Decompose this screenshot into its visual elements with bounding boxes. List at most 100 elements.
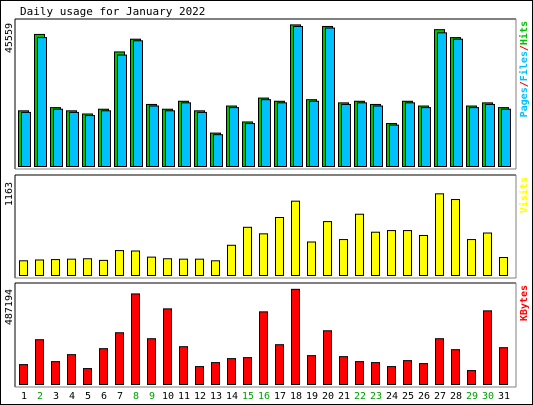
day-label: 16 bbox=[258, 391, 270, 402]
bar-kbytes bbox=[211, 362, 220, 385]
legend-entry: Hits bbox=[518, 21, 530, 45]
day-label: 5 bbox=[85, 391, 91, 402]
bar-files bbox=[85, 115, 95, 167]
bar-visits bbox=[131, 250, 140, 277]
bar-kbytes bbox=[307, 355, 316, 385]
bar-files bbox=[37, 37, 47, 167]
day-label: 1 bbox=[21, 391, 27, 402]
bar-files bbox=[453, 38, 463, 167]
bar-files bbox=[357, 102, 367, 167]
bar-files bbox=[69, 111, 79, 167]
bar-files bbox=[21, 111, 31, 167]
bar-visits bbox=[99, 259, 108, 276]
day-label: 2 bbox=[37, 391, 43, 402]
legend-entry: / bbox=[519, 45, 530, 51]
bar-visits bbox=[419, 234, 428, 276]
bar-kbytes bbox=[227, 358, 236, 386]
bar-visits bbox=[211, 260, 220, 277]
bar-kbytes bbox=[499, 347, 508, 386]
bar-files bbox=[469, 107, 479, 168]
bar-kbytes bbox=[435, 338, 444, 385]
day-label: 12 bbox=[194, 391, 206, 402]
day-labels: 1 2 3 4 5 6 7 8 9 10 11 12 13 14 15 16 17 18 19 20 21 22 23 24 2… bbox=[21, 391, 510, 402]
bar-kbytes bbox=[403, 360, 412, 386]
day-label: 8 bbox=[133, 391, 139, 402]
legend-entry: Files bbox=[518, 51, 530, 81]
bar-visits bbox=[195, 258, 204, 276]
bar-visits bbox=[467, 239, 476, 277]
day-label: 14 bbox=[226, 391, 238, 402]
panel-3: 487194 KBytes bbox=[4, 282, 530, 388]
bar-files bbox=[277, 102, 287, 167]
day-label: 19 bbox=[306, 391, 318, 402]
day-label: 21 bbox=[338, 391, 350, 402]
bar-files bbox=[229, 107, 239, 168]
bar-visits bbox=[403, 230, 412, 277]
bar-visits bbox=[243, 226, 252, 277]
legend: KBytes bbox=[519, 285, 530, 321]
bar-visits bbox=[275, 217, 284, 276]
bar-visits bbox=[163, 258, 172, 277]
bar-files bbox=[149, 105, 159, 167]
legend-entry: Visits bbox=[518, 177, 530, 213]
bar-kbytes bbox=[483, 310, 492, 386]
day-label: 26 bbox=[418, 391, 430, 402]
bar-files bbox=[197, 111, 207, 167]
bar-files bbox=[101, 110, 111, 168]
bar-files bbox=[181, 102, 191, 167]
day-label: 9 bbox=[149, 391, 155, 402]
panel-2: 1163 Visits bbox=[4, 174, 530, 279]
bar-visits bbox=[83, 258, 92, 277]
bar-files bbox=[245, 123, 255, 167]
day-label: 10 bbox=[162, 391, 174, 402]
bar-files bbox=[485, 103, 495, 168]
day-label: 29 bbox=[466, 391, 478, 402]
bar-files bbox=[405, 102, 415, 167]
bar-kbytes bbox=[291, 288, 300, 385]
bar-visits bbox=[259, 233, 268, 276]
day-label: 22 bbox=[354, 391, 366, 402]
day-label: 3 bbox=[53, 391, 59, 402]
bar-kbytes bbox=[467, 370, 476, 386]
day-label: 17 bbox=[274, 391, 286, 402]
bar-files bbox=[165, 110, 175, 168]
day-label: 4 bbox=[69, 391, 75, 402]
bar-kbytes bbox=[259, 311, 268, 385]
day-label: 23 bbox=[370, 391, 382, 402]
bar-kbytes bbox=[243, 357, 252, 385]
bar-visits bbox=[291, 200, 300, 276]
y-max-label: 487194 bbox=[4, 289, 15, 325]
day-label: 15 bbox=[242, 391, 254, 402]
bar-kbytes bbox=[163, 308, 172, 385]
day-label: 7 bbox=[117, 391, 123, 402]
bar-files bbox=[117, 54, 127, 168]
bar-visits bbox=[323, 221, 332, 277]
bar-kbytes bbox=[35, 339, 44, 385]
bar-visits bbox=[387, 230, 396, 277]
bar-files bbox=[373, 105, 383, 167]
bar-visits bbox=[483, 232, 492, 277]
bar-kbytes bbox=[131, 293, 140, 385]
day-label: 25 bbox=[402, 391, 414, 402]
day-label: 24 bbox=[386, 391, 398, 402]
bar-files bbox=[53, 108, 63, 167]
day-label: 28 bbox=[450, 391, 462, 402]
legend-entry: Pages bbox=[519, 87, 530, 117]
bar-visits bbox=[179, 258, 188, 276]
legend: Visits bbox=[518, 177, 530, 213]
bar-visits bbox=[307, 241, 316, 277]
day-label: 11 bbox=[178, 391, 190, 402]
day-label: 18 bbox=[290, 391, 302, 402]
bar-visits bbox=[371, 231, 380, 276]
bar-kbytes bbox=[19, 364, 28, 385]
bar-kbytes bbox=[371, 362, 380, 385]
bar-kbytes bbox=[451, 349, 460, 386]
legend-entry: / bbox=[519, 81, 530, 87]
bar-files bbox=[389, 124, 399, 167]
bar-visits bbox=[355, 213, 364, 276]
bar-visits bbox=[67, 258, 76, 276]
day-label: 6 bbox=[101, 391, 107, 402]
